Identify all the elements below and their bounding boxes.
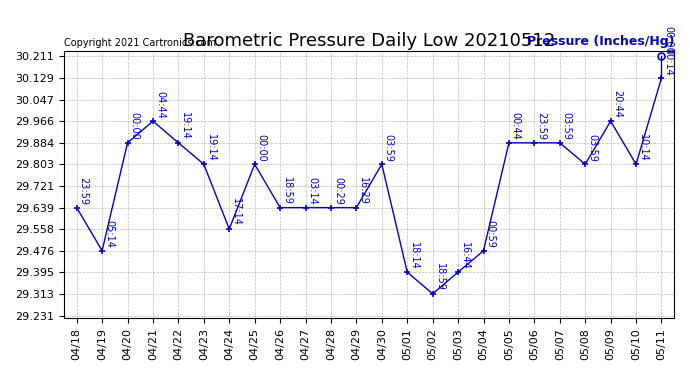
- Text: Copyright 2021 Cartronics.com: Copyright 2021 Cartronics.com: [64, 38, 216, 48]
- Text: 03:14: 03:14: [308, 177, 317, 205]
- Text: 03:59: 03:59: [562, 112, 572, 140]
- Text: 00:59: 00:59: [486, 220, 495, 248]
- Text: 10:14: 10:14: [638, 134, 648, 162]
- Text: 19:14: 19:14: [180, 112, 190, 140]
- Text: 23:59: 23:59: [79, 177, 88, 205]
- Text: 18:14: 18:14: [409, 242, 419, 269]
- Text: 00:44: 00:44: [511, 112, 521, 140]
- Text: 00:29: 00:29: [333, 177, 343, 205]
- Text: 03:59: 03:59: [587, 134, 597, 162]
- Text: 16:44: 16:44: [460, 242, 470, 269]
- Text: 20:44: 20:44: [613, 90, 622, 118]
- Text: 19:14: 19:14: [206, 134, 216, 162]
- Text: 17:14: 17:14: [231, 198, 241, 226]
- Text: 00:14: 00:14: [663, 48, 673, 75]
- Text: 00:00: 00:00: [257, 134, 266, 162]
- Title: Barometric Pressure Daily Low 20210512: Barometric Pressure Daily Low 20210512: [183, 32, 555, 50]
- Text: 00:00: 00:00: [130, 112, 139, 140]
- Text: Pressure (Inches/Hg): Pressure (Inches/Hg): [526, 35, 674, 48]
- Text: 23:59: 23:59: [536, 112, 546, 140]
- Text: 05:14: 05:14: [104, 220, 114, 248]
- Text: 18:59: 18:59: [435, 263, 444, 291]
- Text: 18:59: 18:59: [282, 177, 292, 205]
- Text: 00:00: 00:00: [663, 26, 673, 54]
- Text: 03:59: 03:59: [384, 134, 394, 162]
- Text: 04:44: 04:44: [155, 91, 165, 118]
- Text: 16:29: 16:29: [358, 177, 368, 205]
